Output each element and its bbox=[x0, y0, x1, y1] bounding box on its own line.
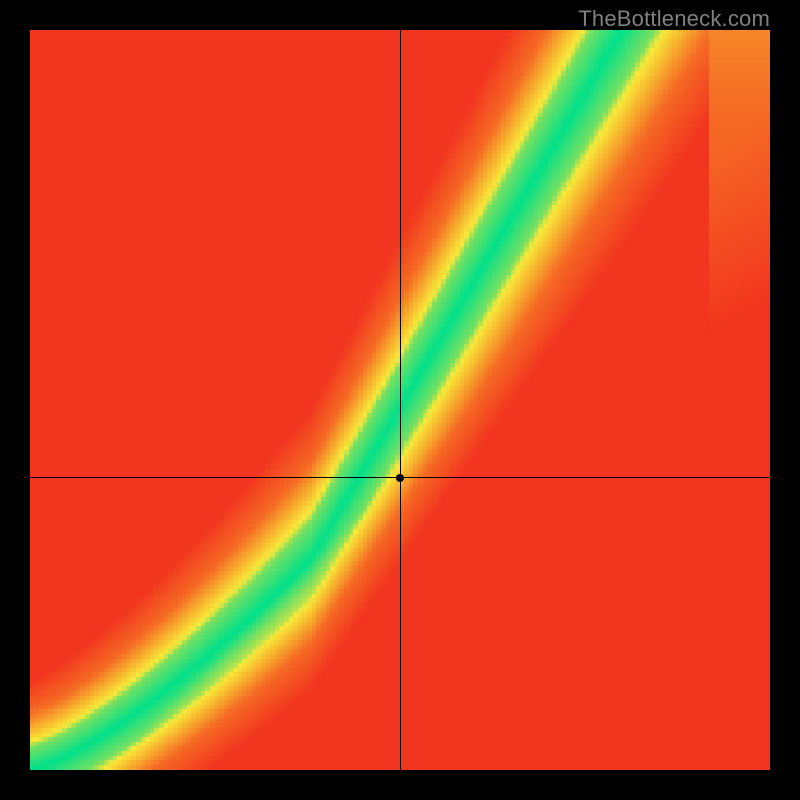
watermark-text: TheBottleneck.com bbox=[578, 6, 770, 32]
crosshair-vertical bbox=[400, 30, 401, 770]
crosshair-dot bbox=[396, 474, 404, 482]
chart-container: TheBottleneck.com bbox=[0, 0, 800, 800]
